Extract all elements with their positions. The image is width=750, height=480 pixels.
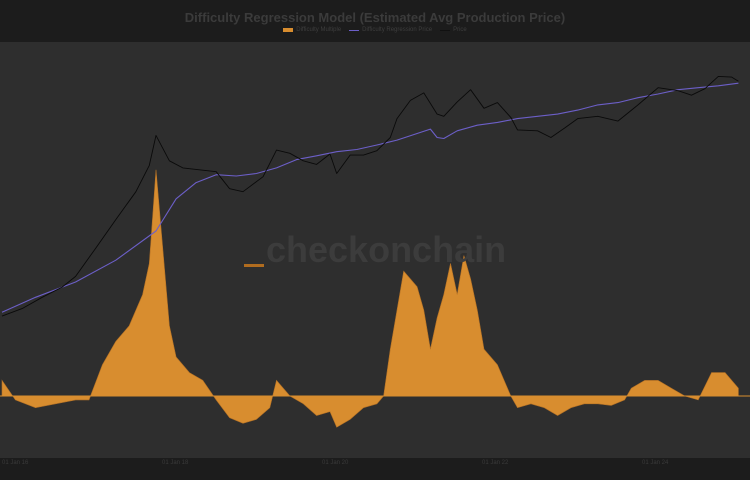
plot-area[interactable]: checkonchain [0,42,750,458]
legend-label-price: Price [453,27,467,33]
watermark-text: checkonchain [266,229,507,270]
watermark: checkonchain [244,226,506,274]
chart-legend: Difficulty Multiple Difficulty Regressio… [0,27,750,33]
x-axis: 01 Jan 16 01 Jan 18 01 Jan 20 01 Jan 22 01 J… [0,458,750,480]
x-tick-label: 01 Jan 16 [2,460,29,466]
legend-label-regression-price: Difficulty Regression Price [362,27,433,33]
legend-swatch-difficulty-multiple [283,28,294,32]
legend-swatch-regression-price [349,29,360,31]
series-difficulty-multiple-area [1,169,739,428]
legend-label-difficulty-multiple: Difficulty Multiple [296,27,342,33]
legend-item-price[interactable]: Price [440,27,467,33]
x-tick-label: 01 Jan 24 [642,460,669,466]
watermark-underscore [244,263,264,267]
chart-svg [0,75,750,428]
legend-swatch-price [440,29,451,31]
legend-item-difficulty-multiple[interactable]: Difficulty Multiple [283,27,341,33]
series-price-line [1,75,739,317]
x-tick-label: 01 Jan 22 [482,460,509,466]
chart-header: Difficulty Regression Model (Estimated A… [0,0,750,42]
x-tick-label: 01 Jan 18 [162,460,189,466]
series-regression-price-line [1,82,739,313]
x-tick-label: 01 Jan 20 [322,460,349,466]
legend-item-regression-price[interactable]: Difficulty Regression Price [349,27,432,33]
chart-title: Difficulty Regression Model (Estimated A… [184,10,566,25]
